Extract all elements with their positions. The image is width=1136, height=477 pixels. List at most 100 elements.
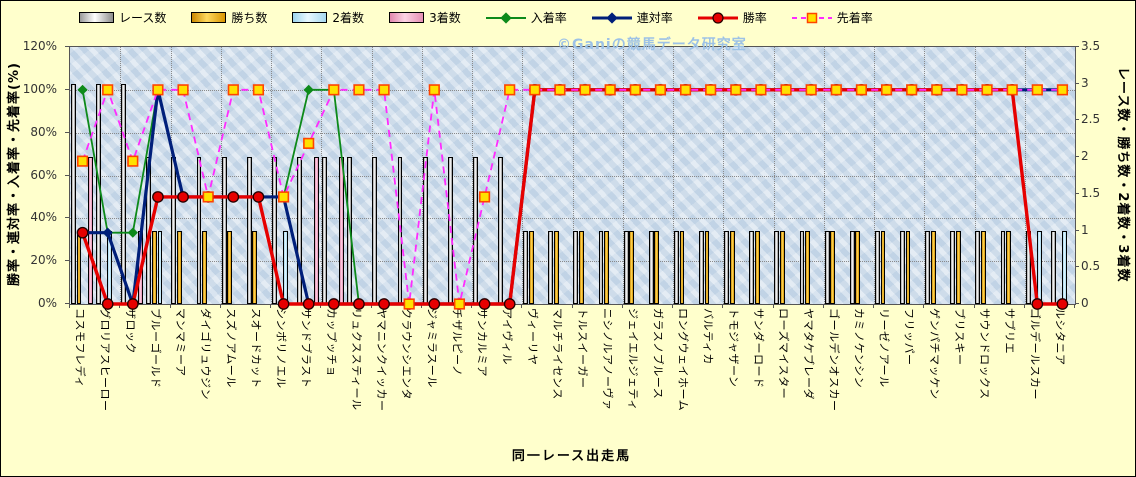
left-tick: [65, 88, 69, 90]
finish_first_rate-marker: [303, 137, 315, 149]
race_count-bar: [975, 230, 981, 304]
x-category-label: グロリアスヒーロー: [98, 308, 112, 412]
v-gridline: [321, 47, 323, 304]
race_count-bar: [799, 230, 805, 304]
win_count-bar: [754, 230, 760, 304]
win_count-bar: [1006, 230, 1011, 304]
finish_first_rate-marker: [855, 84, 868, 96]
finish_first_rate-marker: [152, 84, 164, 96]
x-category-label: フリッパー: [902, 308, 916, 366]
finish_first_rate-marker: [931, 84, 943, 96]
x-category-label: マンマミーア: [174, 308, 188, 377]
finish_first_rate-marker: [654, 84, 667, 96]
finish_first_rate-marker: [453, 298, 466, 310]
x-category-label: トモジャザーン: [726, 308, 740, 388]
x-category-label: ルシタニア: [1053, 308, 1067, 366]
chart-legend: レース数 勝ち数 2着数 3着数 入着率 連対率 勝率 先着率: [79, 6, 873, 28]
finish_first_rate-marker: [956, 84, 968, 96]
x-tick: [621, 304, 623, 308]
x-category-label: ジャミラスール: [425, 308, 439, 388]
v-gridline: [371, 47, 373, 304]
finish_first_rate-line: [81, 87, 1063, 305]
x-category-label: カミノケンシン: [852, 308, 866, 389]
third_count-swatch: [389, 11, 425, 23]
win_rate-marker: [353, 298, 365, 310]
race_count-bar: [598, 230, 604, 304]
legend-label-finish_first_rate: 先着率: [836, 10, 873, 25]
v-gridline: [1024, 47, 1026, 304]
race_count-bar: [849, 230, 855, 304]
third_count-bar: [87, 157, 93, 304]
finish_first_rate-marker: [981, 84, 993, 96]
race_count-bar: [548, 230, 554, 304]
v-gridline: [421, 47, 423, 304]
legend-item-quinella_rate: 連対率: [591, 9, 673, 26]
v-gridline: [572, 47, 574, 304]
left-tick: [65, 303, 69, 304]
finish_first_rate-marker: [504, 84, 516, 96]
win_rate-marker: [1056, 298, 1069, 310]
v-gridline: [924, 47, 926, 304]
x-tick: [270, 304, 271, 308]
win_rate-marker: [428, 298, 441, 310]
x-category-label: ゴルデールスカー: [1028, 308, 1042, 400]
legend-item-race_count: レース数: [79, 9, 166, 26]
x-tick: [873, 304, 874, 308]
race_count-bar: [523, 230, 528, 304]
right-tick-label: 0: [1081, 296, 1089, 310]
left-tick: [65, 46, 69, 47]
legend-item-win_rate: 勝率: [697, 9, 767, 26]
legend-item-finish_first_rate: 先着率: [791, 9, 873, 26]
win_count-bar: [880, 230, 886, 304]
x-category-label: ヤマタケブレーダ: [802, 308, 816, 400]
x-tick: [822, 304, 824, 308]
finish_first_rate-marker: [403, 298, 415, 310]
race_count-bar: [673, 230, 679, 304]
finish_first_rate-marker: [880, 84, 893, 96]
finish_first_rate-swatch: [791, 10, 832, 24]
x-category-label: ゴールデンオスカー: [827, 308, 841, 412]
legend-item-second_count: 2着数: [292, 9, 364, 26]
win_count-swatch: [191, 11, 227, 23]
quinella_rate-swatch: [591, 10, 632, 24]
x-category-label: マルチライセンス: [550, 308, 564, 400]
x-category-label: サンドブラスト: [299, 308, 313, 389]
win_count-bar: [805, 230, 810, 304]
race_count-bar: [573, 230, 579, 304]
v-gridline: [120, 47, 122, 304]
x-category-label: サウンドロックス: [978, 308, 992, 400]
win_count-bar: [579, 230, 584, 304]
watermark: ©Ganiの競馬データ研究室: [557, 37, 747, 53]
x-tick: [772, 304, 774, 308]
race_count-bar: [724, 230, 729, 304]
finish_first_rate-marker: [629, 84, 641, 96]
win_rate-marker: [302, 298, 315, 310]
right-tick-label: 0.5: [1081, 259, 1101, 274]
x-tick: [169, 304, 171, 308]
x-category-label: サンカルミア: [475, 308, 489, 377]
x-category-label: トルスイーガー: [576, 308, 590, 389]
win_rate-marker: [177, 191, 189, 203]
x-category-label: カップッチョ: [324, 308, 338, 377]
line-series-layer: [76, 83, 1069, 310]
win_count-bar: [704, 230, 710, 304]
win_count-bar: [629, 230, 635, 304]
win_rate-marker: [126, 298, 139, 310]
race_count-bar: [648, 230, 654, 304]
race_count-bar: [699, 230, 704, 304]
finish_first_rate-marker: [906, 84, 918, 96]
left-tick-label: 80%: [30, 124, 57, 139]
x-category-label: スズノアムール: [224, 308, 238, 388]
v-gridline: [220, 47, 222, 304]
finish_first_rate-marker: [177, 84, 189, 96]
win_count-bar: [227, 230, 233, 304]
race_count-bar: [774, 230, 780, 304]
x-category-label: ブリスキー: [952, 308, 966, 366]
v-gridline: [874, 47, 875, 304]
v-gridline: [170, 47, 172, 304]
x-category-label: チザルピーノ: [450, 308, 464, 377]
win_count-bar: [930, 230, 936, 304]
win_rate-swatch: [697, 10, 738, 24]
x-category-label: シンボリノエル: [274, 308, 288, 389]
